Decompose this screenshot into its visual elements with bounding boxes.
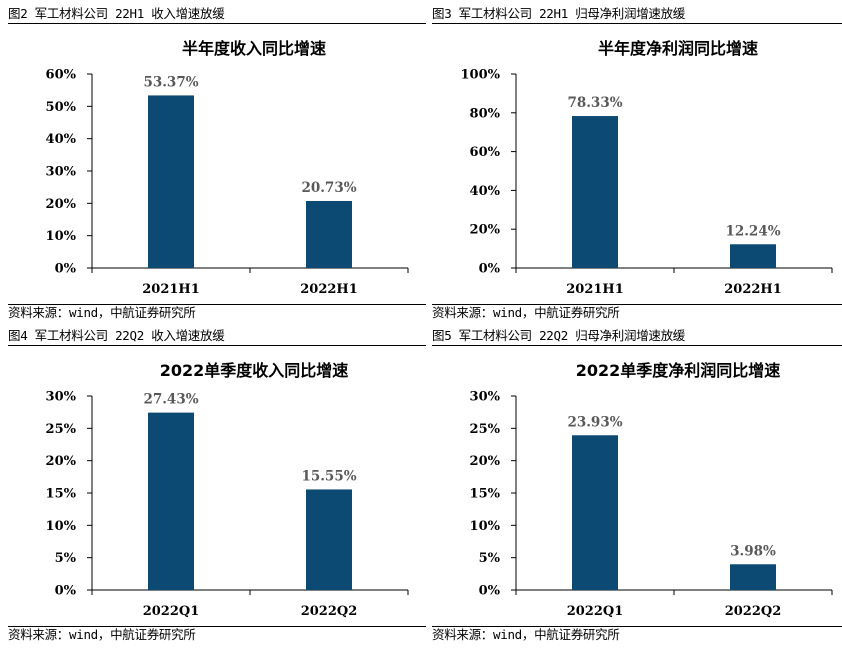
bar	[572, 116, 618, 269]
figure-caption: 图4 军工材料公司 22Q2 收入增速放缓	[8, 328, 225, 343]
data-label: 53.37%	[143, 74, 198, 90]
chart-title: 半年度收入同比增速	[182, 39, 326, 58]
y-tick-label: 40%	[470, 184, 501, 199]
figure-3: 图3 军工材料公司 22H1 归母净利润增速放缓 半年度净利润同比增速 0% 20%…	[432, 5, 842, 321]
y-tick-label: 30%	[470, 390, 501, 405]
y-tick-label: 100%	[461, 68, 501, 83]
data-label: 27.43%	[143, 392, 198, 408]
data-label: 12.24%	[725, 223, 780, 239]
source-rule	[432, 304, 842, 305]
source-note: 资料来源：wind，中航证券研究所	[432, 627, 620, 642]
bar	[572, 435, 618, 590]
data-label: 23.93%	[567, 414, 622, 430]
figure-5: 图5 军工材料公司 22Q2 归母净利润增速放缓 2022单季度净利润同比增速 0…	[432, 327, 842, 643]
data-label: 15.55%	[301, 468, 356, 484]
bar	[730, 564, 776, 590]
caption-rule	[8, 345, 426, 346]
y-tick-label: 25%	[46, 422, 77, 437]
source-rule	[432, 626, 842, 627]
category-label: 2022H1	[300, 282, 358, 297]
data-label: 78.33%	[567, 95, 622, 111]
y-tick-label: 0%	[479, 262, 501, 277]
chart-title: 2022单季度收入同比增速	[160, 361, 349, 380]
y-tick-label: 15%	[46, 487, 77, 502]
figure-caption: 图3 军工材料公司 22H1 归母净利润增速放缓	[432, 6, 686, 21]
y-tick-label: 15%	[470, 487, 501, 502]
y-tick-label: 20%	[46, 197, 77, 212]
y-tick-label: 0%	[479, 584, 501, 599]
data-label: 3.98%	[730, 543, 776, 559]
category-label: 2022Q1	[567, 604, 624, 619]
y-tick-label: 20%	[46, 454, 77, 469]
source-note: 资料来源：wind，中航证券研究所	[8, 305, 196, 320]
bar	[730, 244, 776, 268]
y-tick-label: 0%	[55, 262, 77, 277]
y-tick-label: 20%	[470, 223, 501, 238]
y-tick-label: 30%	[46, 165, 77, 180]
y-tick-label: 50%	[46, 100, 77, 115]
bar-chart: 半年度收入同比增速 0% 10% 20% 30% 40% 50% 60% 53.37% 2021H…	[46, 39, 409, 297]
category-label: 2022Q2	[725, 604, 782, 619]
y-tick-label: 10%	[470, 519, 501, 534]
y-tick-label: 40%	[46, 132, 77, 147]
y-tick-label: 5%	[55, 551, 77, 566]
y-tick-label: 5%	[479, 551, 501, 566]
category-label: 2021H1	[566, 282, 624, 297]
caption-rule	[8, 23, 426, 24]
bar-chart: 2022单季度收入同比增速 0% 5% 10% 15% 20% 25% 30% 27.43% 20…	[46, 361, 409, 619]
bar	[306, 200, 352, 268]
y-tick-label: 60%	[470, 145, 501, 160]
bar-chart: 2022单季度净利润同比增速 0% 5% 10% 15% 20% 25% 30% 23.93% 2…	[470, 361, 833, 619]
caption-rule	[432, 23, 842, 24]
category-label: 2021H1	[142, 282, 200, 297]
figure-caption: 图2 军工材料公司 22H1 收入增速放缓	[8, 6, 225, 21]
figure-4: 图4 军工材料公司 22Q2 收入增速放缓 2022单季度收入同比增速 0% 5% 1…	[8, 327, 426, 643]
source-note: 资料来源：wind，中航证券研究所	[432, 305, 620, 320]
source-note: 资料来源：wind，中航证券研究所	[8, 627, 196, 642]
chart-title: 2022单季度净利润同比增速	[576, 361, 781, 380]
y-tick-label: 30%	[46, 390, 77, 405]
y-tick-label: 0%	[55, 584, 77, 599]
category-label: 2022Q1	[143, 604, 200, 619]
figure-2: 图2 军工材料公司 22H1 收入增速放缓 半年度收入同比增速 0% 10% 20% 3…	[8, 5, 426, 321]
y-tick-label: 10%	[46, 229, 77, 244]
y-tick-label: 10%	[46, 519, 77, 534]
category-label: 2022H1	[724, 282, 782, 297]
source-rule	[8, 626, 426, 627]
y-tick-label: 20%	[470, 454, 501, 469]
bar	[148, 412, 194, 590]
bar-chart: 半年度净利润同比增速 0% 20% 40% 60% 80% 100% 78.33% 2021H1…	[461, 39, 833, 297]
data-label: 20.73%	[301, 180, 356, 196]
category-label: 2022Q2	[301, 604, 358, 619]
chart-title: 半年度净利润同比增速	[598, 39, 758, 58]
figure-caption: 图5 军工材料公司 22Q2 归母净利润增速放缓	[432, 328, 686, 343]
y-tick-label: 80%	[470, 106, 501, 121]
source-rule	[8, 304, 426, 305]
caption-rule	[432, 345, 842, 346]
y-tick-label: 60%	[46, 68, 77, 83]
bar	[148, 95, 194, 268]
bar	[306, 489, 352, 590]
y-tick-label: 25%	[470, 422, 501, 437]
